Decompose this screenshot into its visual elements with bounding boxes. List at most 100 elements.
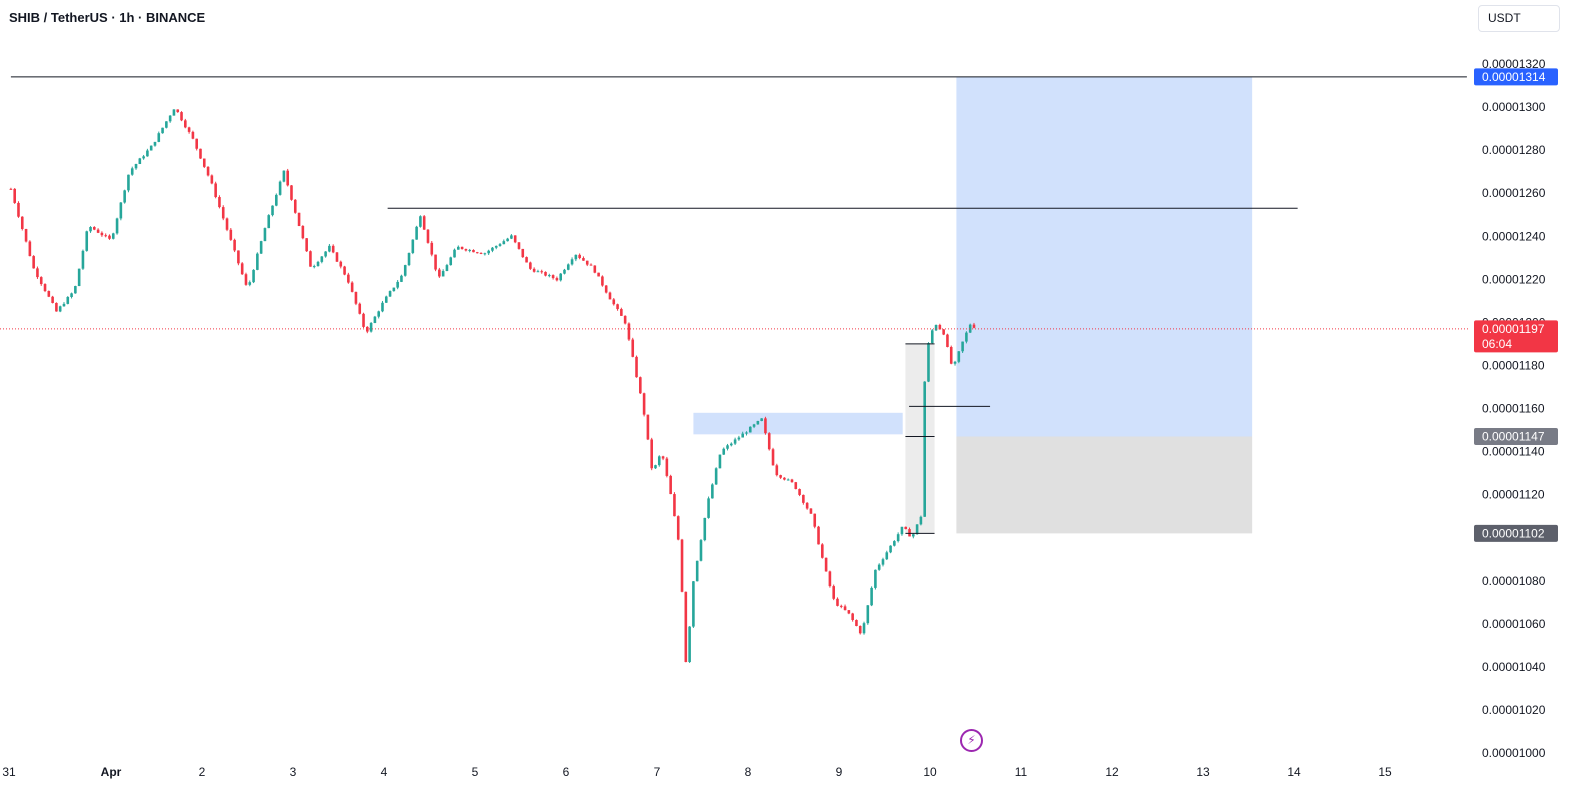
candle-body [851, 613, 854, 620]
candle-body [832, 586, 835, 599]
candle-body [438, 269, 441, 277]
candle-body [893, 541, 896, 546]
candle-body [726, 445, 729, 449]
candle-body [764, 418, 767, 434]
candle-body [491, 247, 494, 251]
candle-body [316, 261, 320, 267]
candle-body [297, 212, 301, 226]
candle-body [855, 619, 858, 626]
candle-body [293, 199, 297, 213]
candle-body [153, 141, 157, 146]
candle-body [449, 257, 453, 266]
candle-body [453, 249, 456, 258]
candle-body [627, 323, 631, 340]
candle-body [100, 232, 104, 236]
stop-price-tag-bg [1474, 524, 1558, 542]
candle-body [347, 274, 350, 283]
candle-body [104, 235, 107, 237]
candle-body [259, 241, 263, 254]
candle-body [134, 163, 138, 169]
candle-body [824, 557, 828, 572]
time-tick-label: 4 [381, 765, 388, 779]
symbol-title[interactable]: SHIB / TetherUS · 1h · BINANCE [9, 10, 206, 25]
candle-body [934, 324, 938, 331]
candle-body [381, 302, 384, 312]
candle-body [843, 606, 847, 611]
candle-body [529, 262, 532, 269]
candle-body [881, 559, 885, 565]
candle-body [593, 265, 597, 273]
lightning-icon[interactable]: ⚡ [960, 729, 983, 752]
candlestick-series [9, 109, 976, 663]
candle-body [559, 273, 562, 281]
candle-body [718, 454, 722, 469]
candle-body [942, 329, 945, 335]
candle-body [119, 202, 123, 219]
candle-body [828, 571, 832, 587]
candle-body [521, 248, 525, 258]
candle-body [468, 249, 471, 251]
candle-body [612, 299, 616, 305]
currency-button[interactable]: USDT [1478, 5, 1560, 32]
price-tick-label: 0.00001120 [1482, 488, 1545, 502]
candle-body [350, 282, 354, 292]
candle-body [900, 526, 904, 535]
candle-body [331, 245, 335, 253]
candle-body [502, 241, 506, 245]
candle-body [93, 227, 96, 230]
candle-body [654, 465, 657, 469]
candle-body [320, 256, 324, 262]
time-tick-label: 11 [1015, 765, 1028, 779]
stop-price-tag-label: 0.00001102 [1482, 526, 1545, 540]
candle-body [563, 269, 566, 274]
candle-body [407, 252, 411, 266]
candle-body [377, 311, 380, 317]
time-axis[interactable]: 31 Apr 2 3 4 5 6 7 8 9 10 11 12 13 14 15 [2, 765, 1392, 779]
candle-body [896, 534, 900, 542]
candle-body [85, 231, 89, 251]
price-axis[interactable]: 0.00001000 0.00001020 0.00001040 0.00001060… [1482, 57, 1546, 760]
candle-body [96, 229, 100, 233]
candle-body [256, 253, 259, 270]
candle-body [798, 489, 801, 495]
price-tick-label: 0.00001140 [1482, 445, 1545, 459]
candle-body [957, 351, 961, 362]
candle-body [923, 381, 926, 517]
time-tick-label: 9 [836, 765, 843, 779]
candle-body [802, 494, 805, 503]
candle-body [972, 324, 976, 328]
time-tick-label: 5 [472, 765, 479, 779]
candle-body [237, 250, 240, 264]
candle-body [225, 218, 229, 230]
candle-body [646, 414, 650, 440]
candle-body [55, 302, 58, 312]
candle-body [271, 205, 274, 216]
candle-body [525, 257, 528, 263]
candle-body [722, 448, 726, 455]
candle-body [388, 291, 392, 297]
candle-body [684, 591, 688, 663]
candle-body [422, 216, 426, 230]
candle-body [889, 545, 892, 553]
candle-body [930, 330, 934, 344]
candle-body [290, 185, 293, 200]
last-price-tag-label: 0.00001197 [1482, 322, 1545, 336]
candle-body [578, 254, 581, 259]
candle-body [946, 334, 949, 348]
candle-body [786, 479, 790, 481]
candle-body [616, 304, 619, 310]
time-tick-label: 12 [1105, 765, 1119, 779]
last-price-tag-bg [1474, 320, 1558, 353]
candle-body [506, 238, 509, 242]
candle-body [157, 133, 161, 142]
candle-body [411, 239, 415, 253]
candle-body [199, 148, 202, 159]
price-tick-label: 0.00001080 [1482, 574, 1546, 588]
candle-body [604, 285, 608, 293]
candle-body [657, 456, 661, 466]
time-tick-label: 2 [199, 765, 206, 779]
candle-body [161, 127, 164, 134]
candle-body [582, 258, 585, 261]
candle-body [195, 138, 198, 149]
